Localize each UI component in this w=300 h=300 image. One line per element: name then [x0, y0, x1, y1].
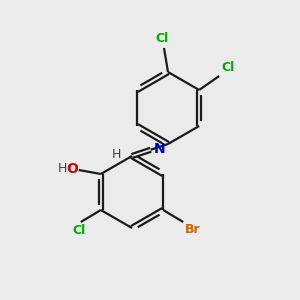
Text: Cl: Cl [155, 32, 169, 45]
Text: O: O [66, 162, 78, 176]
Text: Cl: Cl [221, 61, 234, 74]
Text: Cl: Cl [72, 224, 86, 237]
Text: H: H [112, 148, 121, 160]
Text: H: H [57, 163, 67, 176]
Text: N: N [154, 142, 165, 156]
Text: Br: Br [185, 223, 201, 236]
